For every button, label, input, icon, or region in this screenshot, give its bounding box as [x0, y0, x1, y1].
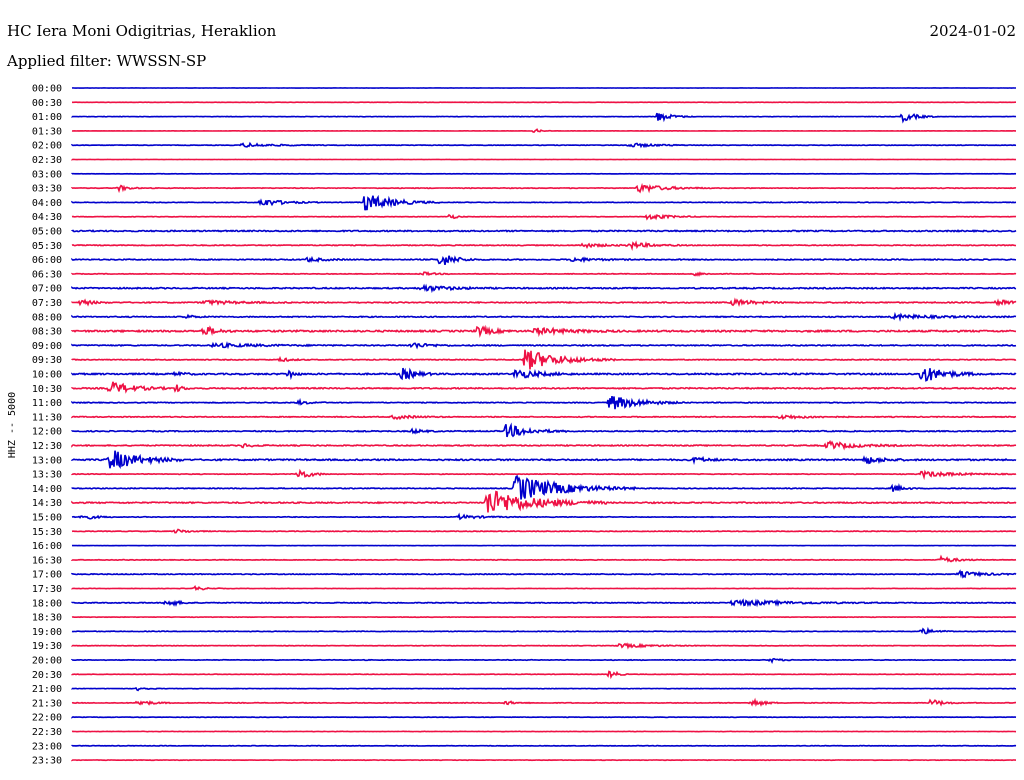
time-tick-label: 12:00: [32, 427, 62, 438]
seismic-trace-line: [71, 128, 1016, 133]
time-tick-label: 08:00: [32, 312, 62, 323]
seismic-trace-line: [71, 367, 1017, 382]
time-tick-label: 19:00: [32, 627, 62, 638]
station-title: HC Iera Moni Odigitrias, Heraklion: [7, 22, 277, 40]
time-tick-label: 02:00: [32, 141, 62, 152]
seismic-trace-line: [71, 450, 1017, 470]
seismic-trace-line: [71, 440, 1017, 451]
time-tick-label: 01:00: [32, 112, 62, 123]
time-tick-label: 01:30: [32, 126, 62, 137]
time-tick-label: 02:30: [32, 155, 62, 166]
seismic-trace-line: [71, 554, 1017, 563]
seismic-trace-line: [71, 311, 1017, 322]
seismic-trace-line: [71, 512, 1017, 521]
time-tick-label: 15:00: [32, 513, 62, 524]
time-tick-label: 04:30: [32, 212, 62, 223]
time-tick-label: 07:00: [32, 284, 62, 295]
time-tick-label: 12:30: [32, 441, 62, 452]
time-tick-label: 06:30: [32, 269, 62, 280]
seismic-trace-line: [71, 569, 1017, 579]
seismic-trace-line: [71, 490, 1017, 513]
time-tick-label: 21:00: [32, 684, 62, 695]
time-tick-label: 00:00: [32, 84, 62, 95]
time-tick-label: 19:30: [32, 641, 62, 652]
time-tick-label: 22:00: [32, 713, 62, 724]
time-tick-label: 09:00: [32, 341, 62, 352]
time-tick-label: 23:30: [32, 756, 62, 767]
seismic-trace-line: [71, 642, 1017, 650]
time-tick-label: 23:00: [32, 741, 62, 752]
time-tick-label: 21:30: [32, 698, 62, 709]
time-tick-label: 20:30: [32, 670, 62, 681]
time-tick-label: 09:30: [32, 355, 62, 366]
seismic-trace-line: [71, 528, 1017, 534]
time-tick-label: 18:30: [32, 613, 62, 624]
seismic-trace-line: [71, 194, 1017, 211]
time-tick-label: 00:30: [32, 98, 62, 109]
time-tick-label: 10:30: [32, 384, 62, 395]
seismic-trace-line: [71, 324, 1017, 339]
seismic-trace-line: [71, 255, 1017, 266]
seismic-trace-line: [71, 341, 1017, 350]
time-tick-label: 14:30: [32, 498, 62, 509]
seismic-trace-line: [71, 297, 1017, 308]
seismic-trace-line: [71, 697, 1016, 707]
trace-group: 00:00 00:30 01:00 01:30 02:00 02:30 03:00 03:30…: [32, 84, 1017, 767]
seismic-trace-line: [71, 213, 1017, 221]
time-tick-label: 11:00: [32, 398, 62, 409]
time-tick-label: 17:30: [32, 584, 62, 595]
seismic-trace-line: [71, 686, 1017, 692]
seismic-trace-line: [71, 657, 1017, 664]
record-date: 2024-01-02: [930, 22, 1016, 40]
seismic-trace-line: [71, 381, 1017, 394]
seismic-trace-line: [71, 585, 1017, 591]
time-tick-label: 20:00: [32, 656, 62, 667]
seismic-trace-line: [71, 395, 1017, 410]
time-tick-label: 16:30: [32, 555, 62, 566]
time-tick-label: 17:00: [32, 570, 62, 581]
seismic-trace-line: [71, 626, 1017, 635]
time-tick-label: 06:00: [32, 255, 62, 266]
time-tick-label: 22:30: [32, 727, 62, 738]
seismic-trace-line: [71, 670, 1017, 680]
time-tick-label: 05:00: [32, 227, 62, 238]
seismic-trace-line: [71, 229, 1017, 233]
time-tick-label: 08:30: [32, 327, 62, 338]
time-tick-label: 03:30: [32, 184, 62, 195]
seismic-trace-line: [71, 422, 1017, 438]
seismic-trace-line: [71, 468, 1017, 481]
seismic-trace-line: [71, 349, 1017, 370]
time-tick-label: 16:00: [32, 541, 62, 552]
seismic-trace-line: [71, 112, 1017, 124]
seismic-trace-line: [71, 414, 1017, 421]
time-tick-label: 18:00: [32, 598, 62, 609]
time-tick-label: 14:00: [32, 484, 62, 495]
time-tick-label: 11:30: [32, 412, 62, 423]
seismic-trace-line: [71, 474, 1017, 500]
seismic-trace-line: [71, 598, 1017, 608]
time-tick-label: 05:30: [32, 241, 62, 252]
time-tick-label: 10:00: [32, 370, 62, 381]
seismic-trace-line: [71, 271, 1017, 277]
seismic-trace-line: [71, 240, 1017, 251]
time-tick-label: 04:00: [32, 198, 62, 209]
y-axis-label: HHZ -- 5000: [7, 392, 18, 458]
filter-label: Applied filter: WWSSN-SP: [6, 52, 206, 70]
time-tick-label: 13:30: [32, 470, 62, 481]
time-tick-label: 13:00: [32, 455, 62, 466]
time-tick-label: 03:00: [32, 169, 62, 180]
seismic-trace-line: [71, 182, 1017, 194]
seismic-trace-line: [71, 141, 1017, 149]
time-tick-label: 15:30: [32, 527, 62, 538]
seismic-trace-line: [71, 283, 1017, 294]
time-tick-label: 07:30: [32, 298, 62, 309]
